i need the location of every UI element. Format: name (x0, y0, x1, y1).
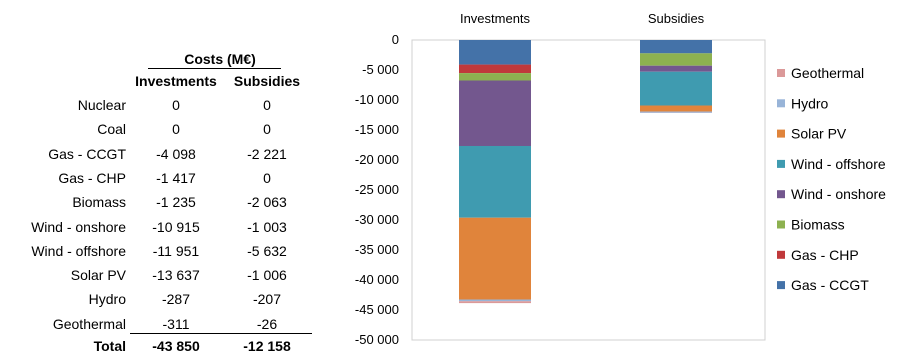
bar-segment (640, 40, 712, 54)
investment-value: -4 098 (156, 145, 196, 162)
bar-segment (640, 105, 712, 112)
y-tick-label: -30 000 (355, 212, 399, 227)
legend-label: Wind - offshore (791, 156, 886, 172)
legend-swatch (777, 129, 785, 138)
legend-label: Geothermal (791, 65, 864, 81)
legend-swatch (777, 250, 785, 259)
bar-segment (459, 301, 531, 304)
row-label: Biomass (72, 194, 126, 211)
y-tick-label: -10 000 (355, 92, 399, 107)
subsidy-value: -207 (252, 291, 282, 308)
investment-value: -1 235 (156, 194, 196, 211)
row-label: Geothermal (52, 315, 126, 332)
column-header-subsidies: Subsidies (233, 73, 301, 89)
total-subsidies: -12 158 (243, 338, 291, 354)
total-investments: -43 850 (152, 338, 200, 354)
bar-segment (640, 53, 712, 66)
row-label: Solar PV (70, 267, 126, 284)
y-tick-label: -35 000 (355, 242, 399, 257)
y-tick-label: 0 (392, 32, 399, 47)
total-rule (130, 333, 312, 334)
legend-swatch (777, 190, 785, 199)
legend-label: Wind - onshore (791, 186, 886, 202)
row-label: Wind - onshore (31, 218, 126, 235)
legend-label: Gas - CHP (791, 247, 859, 263)
subsidy-value: 0 (263, 121, 271, 138)
subsidy-value: -5 632 (247, 242, 287, 259)
bar-segment (459, 64, 531, 74)
plot-area-border (411, 39, 766, 341)
investment-value: -10 915 (152, 218, 200, 235)
bar-segment (459, 80, 531, 146)
bar-segment (459, 217, 531, 300)
category-label: Subsidies (648, 11, 705, 26)
row-label: Gas - CHP (58, 169, 126, 186)
y-tick-label: -25 000 (355, 182, 399, 197)
bar-segment (640, 65, 712, 72)
bar-segment (459, 145, 531, 218)
legend-swatch (777, 159, 785, 168)
row-label: Nuclear (77, 97, 126, 113)
subsidy-value: -1 003 (247, 218, 287, 235)
legend-label: Solar PV (791, 126, 847, 142)
row-label: Coal (97, 121, 126, 138)
bar-segment (459, 40, 531, 65)
bar-segment (459, 299, 531, 302)
row-label: Wind - offshore (31, 242, 126, 259)
bar-segment (640, 111, 712, 113)
subsidy-value: -2 063 (247, 194, 287, 211)
legend-swatch (777, 220, 785, 229)
subsidy-value: -1 006 (247, 267, 287, 284)
y-tick-label: -45 000 (355, 302, 399, 317)
y-tick-label: -5 000 (362, 62, 399, 77)
bar-segment (640, 71, 712, 106)
bar-segment (459, 73, 531, 81)
y-tick-label: -15 000 (355, 122, 399, 137)
subsidy-value: -2 221 (247, 145, 287, 162)
legend-label: Biomass (791, 217, 845, 233)
investment-value: -11 951 (152, 242, 200, 259)
investment-value: -311 (162, 315, 190, 332)
legend-label: Gas - CCGT (791, 277, 869, 293)
cost-table: Costs (M€) Investments Subsidies Nuclear 0 0 C… (0, 0, 320, 356)
stacked-bar-chart: 0 -5 000 -10 000 -15 000 -20 000 -25 000 -30 0… (355, 11, 886, 347)
legend-swatch (777, 281, 785, 290)
column-header-investments: Investments (135, 73, 217, 89)
legend-swatch (777, 99, 785, 108)
subsidy-value: -26 (256, 315, 278, 332)
y-tick-label: -50 000 (355, 332, 399, 347)
investment-value: 0 (172, 97, 180, 113)
investment-value: -1 417 (156, 169, 196, 186)
table-title-underline (148, 68, 281, 69)
legend-label: Hydro (791, 95, 829, 111)
row-label: Gas - CCGT (48, 145, 126, 162)
subsidy-value: 0 (263, 169, 271, 186)
total-label: Total (93, 338, 126, 354)
table-title: Costs (M€) (184, 51, 256, 67)
legend-swatch (777, 69, 785, 77)
investment-value: -13 637 (152, 267, 200, 284)
investment-value: 0 (172, 121, 180, 138)
subsidy-value: 0 (263, 97, 271, 113)
y-tick-label: -40 000 (355, 272, 399, 287)
y-tick-label: -20 000 (355, 152, 399, 167)
category-label: Investments (460, 11, 531, 26)
row-label: Hydro (88, 291, 126, 308)
investment-value: -287 (161, 291, 191, 308)
